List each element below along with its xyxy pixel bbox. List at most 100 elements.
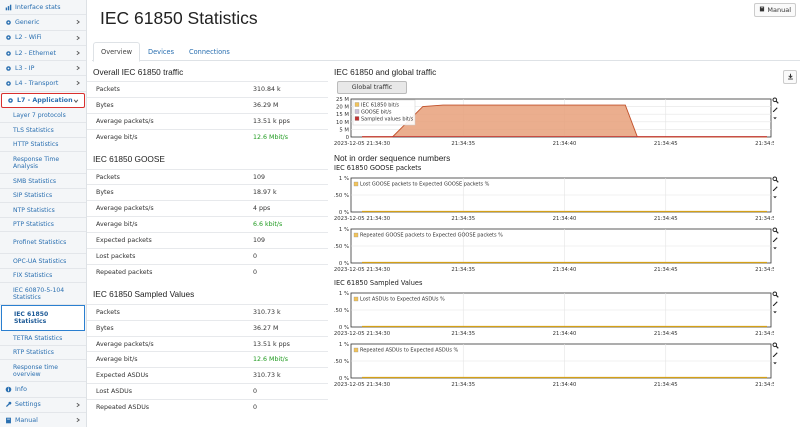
legend-swatch <box>353 181 359 187</box>
y-tick-label: 0 % <box>339 376 349 382</box>
bar-chart-icon <box>5 4 12 11</box>
chevron-right-icon <box>75 417 81 423</box>
sidebar-subitem-sip-statistics[interactable]: SIP Statistics <box>0 189 86 204</box>
sidebar-subitem-iec-61850-statistics[interactable]: IEC 61850 Statistics <box>1 305 85 332</box>
stat-row: Repeated packets 0 <box>87 263 328 280</box>
manual-button[interactable]: Manual <box>754 3 796 17</box>
chevron-down-icon <box>73 98 79 104</box>
pencil-icon[interactable] <box>771 299 779 307</box>
download-button[interactable] <box>783 70 797 84</box>
sidebar-subitem-ptp-statistics[interactable]: PTP Statistics <box>0 218 86 233</box>
zoom-icon[interactable] <box>771 341 779 349</box>
chart-tools <box>769 290 781 316</box>
chevron-down-icon[interactable] <box>771 114 779 122</box>
oos-title: Not in order sequence numbers <box>334 152 451 163</box>
chevron-down-icon[interactable] <box>771 359 779 367</box>
stat-value: 13.51 k pps <box>253 117 290 125</box>
stat-label: Average bit/s <box>96 133 138 141</box>
y-tick-label: 0.50 % <box>334 193 349 199</box>
sidebar-item-label: Info <box>15 385 27 393</box>
sidebar-item-generic[interactable]: Generic <box>0 15 86 31</box>
chevron-down-icon[interactable] <box>771 193 779 201</box>
sidebar-item-info[interactable]: Info <box>0 382 86 398</box>
sidebar-item-manual[interactable]: Manual <box>0 413 86 427</box>
x-tick-label: 21:34:40 <box>553 382 577 388</box>
chevron-down-icon[interactable] <box>771 308 779 316</box>
sidebar-subitem-tetra-statistics[interactable]: TETRA Statistics <box>0 331 86 346</box>
sidebar-item-l2-ethernet[interactable]: L2 - Ethernet <box>0 46 86 62</box>
sidebar-item-label: Manual <box>15 416 38 424</box>
gear-icon <box>5 50 12 57</box>
sidebar-subitem-layer-7-protocols[interactable]: Layer 7 protocols <box>0 109 86 124</box>
sidebar-subitem-smb-statistics[interactable]: SMB Statistics <box>0 174 86 189</box>
gear-icon <box>7 97 14 104</box>
stat-value: 310.84 k <box>253 85 281 93</box>
sidebar-subitem-label: IEC 60870-5-104 Statistics <box>13 286 65 301</box>
global-traffic-title: IEC 61850 and global traffic <box>334 66 437 77</box>
zoom-icon[interactable] <box>771 226 779 234</box>
sidebar-item-l7-application[interactable]: L7 - Application <box>1 92 85 108</box>
tab-overview[interactable]: Overview <box>93 42 141 62</box>
sidebar-item-label: L7 - Application <box>17 96 73 104</box>
stat-value: 0 <box>253 404 258 412</box>
stat-label: Average bit/s <box>96 221 138 229</box>
sidebar-item-label: Interface stats <box>15 3 61 11</box>
stat-value: 6.6 kbit/s <box>253 221 283 229</box>
sidebar-subitem-label: HTTP Statistics <box>13 141 59 149</box>
stat-label: Expected packets <box>96 237 152 245</box>
sidebar-subitem-response-time-analysis[interactable]: Response Time Analysis <box>0 152 86 175</box>
pencil-icon[interactable] <box>771 105 779 113</box>
sidebar-item-l2-wifi[interactable]: L2 - WiFi <box>0 31 86 46</box>
x-tick-label: 21:34:50 <box>755 216 774 222</box>
tab-devices[interactable]: Devices <box>148 47 175 56</box>
legend-label: Lost ASDUs to Expected ASDUs % <box>360 297 445 303</box>
zoom-icon[interactable] <box>771 290 779 298</box>
sidebar-subitem-opc-ua-statistics[interactable]: OPC-UA Statistics <box>0 254 86 269</box>
y-tick-label: 0 % <box>339 325 349 331</box>
chevron-right-icon <box>75 35 81 41</box>
sidebar-subitem-response-time-overview[interactable]: Response time overview <box>0 360 86 383</box>
sidebar-subitem-http-statistics[interactable]: HTTP Statistics <box>0 138 86 153</box>
sidebar-subitem-tls-statistics[interactable]: TLS Statistics <box>0 123 86 138</box>
page-title: IEC 61850 Statistics <box>100 8 258 28</box>
sidebar-item-settings[interactable]: Settings <box>0 398 86 413</box>
stat-row: Average bit/s 6.6 kbit/s <box>87 216 328 232</box>
chevron-down-icon[interactable] <box>771 244 779 252</box>
chart-svg: 2023-12-05 21:34:30 21:34:35 21:34:40 21:34… <box>330 176 779 222</box>
stat-row: Packets 310.73 k <box>87 303 328 320</box>
stat-row: Expected ASDUs 310.73 k <box>87 367 328 383</box>
stat-value: 36.29 M <box>253 101 279 109</box>
global-traffic-button[interactable]: Global traffic <box>337 81 407 94</box>
pencil-icon[interactable] <box>771 184 779 192</box>
zoom-icon[interactable] <box>771 175 779 183</box>
zoom-icon[interactable] <box>771 96 779 104</box>
sidebar-item-l3-ip[interactable]: L3 - IP <box>0 61 86 77</box>
y-tick-label: 20 M <box>336 105 349 111</box>
stat-row: Lost packets 0 <box>87 248 328 264</box>
goose-section-title: IEC 61850 GOOSE <box>93 154 165 165</box>
sidebar-subitem-label: FIX Statistics <box>13 272 53 280</box>
stat-label: Packets <box>96 85 120 93</box>
sidebar-subitem-iec-60870-5-104-statistics[interactable]: IEC 60870-5-104 Statistics <box>0 283 86 306</box>
pencil-icon[interactable] <box>771 350 779 358</box>
x-tick-label: 21:34:50 <box>755 141 774 147</box>
x-tick-label: 21:34:45 <box>654 267 678 273</box>
y-tick-label: 0 <box>346 135 350 141</box>
sidebar-subitem-profinet-statistics[interactable]: Profinet Statistics <box>0 232 86 255</box>
x-tick-label: 21:34:35 <box>451 267 475 273</box>
sidebar-subitem-ntp-statistics[interactable]: NTP Statistics <box>0 203 86 218</box>
stat-label: Bytes <box>96 101 114 109</box>
sidebar-item-l4-transport[interactable]: L4 - Transport <box>0 76 86 92</box>
stat-value: 18.97 k <box>253 189 277 197</box>
sidebar-item-interface-stats[interactable]: Interface stats <box>0 0 86 16</box>
tab-connections[interactable]: Connections <box>189 47 230 56</box>
legend-label: Repeated GOOSE packets to Expected GOOSE… <box>360 233 503 239</box>
stat-row: Bytes 18.97 k <box>87 184 328 200</box>
stat-label: Lost packets <box>96 252 136 260</box>
sidebar-subitem-rtp-statistics[interactable]: RTP Statistics <box>0 346 86 361</box>
sv-subtitle: IEC 61850 Sampled Values <box>334 278 423 287</box>
y-tick-label: 0.50 % <box>334 244 349 250</box>
sidebar-subitem-fix-statistics[interactable]: FIX Statistics <box>0 269 86 284</box>
stat-label: Repeated ASDUs <box>96 404 150 412</box>
pencil-icon[interactable] <box>771 235 779 243</box>
